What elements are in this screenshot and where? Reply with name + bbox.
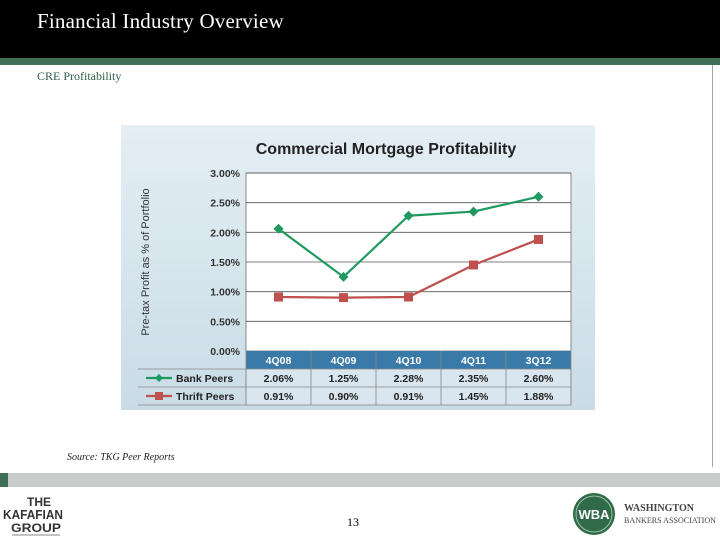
legend-marker	[155, 374, 163, 382]
table-header-row	[246, 351, 571, 369]
chart-panel: Commercial Mortgage Profitability Pre-tax…	[121, 125, 595, 410]
table-value: 2.28%	[394, 373, 424, 385]
section-subtitle: CRE Profitability	[37, 69, 122, 83]
y-tick-label: 3.00%	[210, 168, 240, 180]
y-tick-label: 0.50%	[210, 316, 240, 328]
x-category-label: 4Q08	[266, 355, 292, 367]
y-tick-label: 1.50%	[210, 257, 240, 269]
x-category-label: 3Q12	[526, 355, 552, 367]
legend-marker	[155, 392, 163, 400]
data-point-thrift-peers	[469, 260, 478, 270]
x-category-label: 4Q10	[396, 355, 422, 367]
table-value: 1.25%	[329, 373, 359, 385]
data-point-bank-peers	[468, 206, 479, 217]
x-category-label: 4Q09	[331, 355, 357, 367]
y-axis-label: Pre-tax Profit as % of Portfolio	[140, 188, 152, 335]
y-tick-label: 1.00%	[210, 287, 240, 299]
header-accent-rule	[0, 58, 720, 65]
data-point-bank-peers	[533, 191, 544, 202]
wba-logo: WBA WASHINGTON BANKERS ASSOCIATION	[573, 493, 716, 535]
x-category-label: 4Q11	[461, 355, 486, 367]
table-value: 0.90%	[329, 391, 359, 403]
data-point-bank-peers	[338, 271, 349, 282]
footer-accent	[0, 473, 8, 487]
page-title: Financial Industry Overview	[37, 9, 284, 33]
data-point-thrift-peers	[274, 292, 283, 302]
kafafian-logo-line3: GROUP	[11, 521, 61, 535]
source-note: Source: TKG Peer Reports	[67, 452, 175, 463]
table-value: 0.91%	[394, 391, 424, 403]
data-point-thrift-peers	[404, 292, 413, 302]
kafafian-logo-line2: KAFAFIAN	[3, 508, 63, 522]
line-chart: Commercial Mortgage Profitability Pre-tax…	[138, 141, 572, 406]
data-point-thrift-peers	[534, 234, 543, 244]
right-divider	[712, 65, 713, 467]
page-number: 13	[347, 515, 359, 529]
table-value: 1.45%	[459, 391, 489, 403]
table-value: 2.06%	[264, 373, 294, 385]
chart-title: Commercial Mortgage Profitability	[256, 141, 517, 158]
wba-badge-circle	[573, 493, 615, 535]
table-value: 2.60%	[524, 373, 554, 385]
data-point-thrift-peers	[339, 293, 348, 303]
kafafian-group-logo: THE KAFAFIAN GROUP	[3, 495, 63, 536]
y-tick-label: 2.00%	[210, 227, 240, 239]
y-tick-label: 0.00%	[210, 346, 240, 358]
wba-name-line1: WASHINGTON	[624, 503, 695, 514]
y-tick-label: 2.50%	[210, 198, 240, 210]
data-point-bank-peers	[403, 210, 414, 221]
legend-label: Thrift Peers	[176, 391, 235, 403]
table-value: 2.35%	[459, 373, 489, 385]
data-point-bank-peers	[273, 223, 284, 234]
wba-badge-text: WBA	[578, 507, 610, 522]
kafafian-logo-line1: THE	[27, 495, 51, 509]
wba-name-line2: BANKERS ASSOCIATION	[624, 515, 716, 525]
footer-bar	[0, 473, 720, 487]
table-value: 0.91%	[264, 391, 294, 403]
header-bar: Financial Industry Overview	[0, 0, 720, 58]
legend-label: Bank Peers	[176, 373, 233, 385]
table-value: 1.88%	[524, 391, 554, 403]
